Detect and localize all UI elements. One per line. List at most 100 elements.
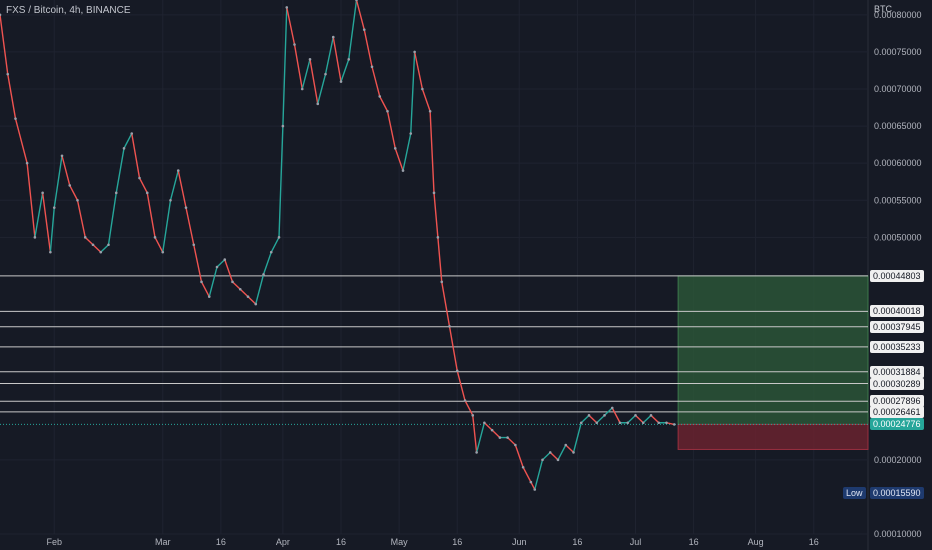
price-segment [588,414,598,424]
price-segment [363,28,373,68]
price-point [262,273,265,276]
level-price-tag: 0.00040018 [870,305,924,318]
price-point [672,423,676,426]
price-segment [650,414,660,424]
price-point [254,302,258,306]
price-segment [429,110,435,194]
price-point [506,436,509,439]
price-segment [239,288,249,298]
price-segment [317,73,327,105]
x-tick-label: Jun [512,537,527,547]
price-segment [309,58,319,105]
y-tick-label: 0.00070000 [874,84,922,94]
price-point [579,421,583,425]
chart-title: FXS / Bitcoin, 4h, BINANCE [6,5,131,16]
y-tick-label: 0.00060000 [874,158,922,168]
level-price-tag: 0.00030289 [870,377,924,390]
price-point [281,124,285,128]
price-point [475,451,478,454]
price-point [293,43,296,46]
price-point [238,287,242,291]
price-segment [572,422,582,454]
price-point [514,443,517,447]
price-segment [324,36,334,75]
price-point [6,72,10,76]
price-segment [530,481,536,491]
price-segment [278,125,284,239]
position-zones [677,275,869,450]
price-segment [162,199,172,253]
price-segment [557,444,567,461]
price-segment [255,273,265,305]
price-point [246,295,250,298]
price-segment [665,422,675,426]
price-point [641,421,645,425]
price-segment [177,169,187,209]
horizontal-levels [0,275,868,425]
price-segment [49,206,55,253]
price-point [483,421,486,425]
price-segment [208,266,218,298]
price-segment [138,177,148,194]
price-point [657,421,661,425]
x-tick-label: 16 [336,537,346,547]
price-point [556,458,560,462]
price-segment [123,132,133,150]
y-tick-label: 0.00055000 [874,195,922,205]
level-price-tag: 0.00031884 [870,365,924,378]
price-point [60,154,64,158]
plot-background [0,0,868,534]
price-point [339,80,343,83]
price-segment [448,325,458,372]
price-segment [565,444,575,454]
loss-zone [677,423,869,450]
price-point [49,250,52,254]
price-axis-unit: BTC [874,4,892,14]
price-segment [262,251,272,276]
price-point [521,465,525,469]
price-segment [286,6,296,46]
price-segment [169,169,179,201]
price-point [393,147,397,150]
price-point [122,147,126,150]
price-segment [270,236,280,253]
price-point [91,243,95,247]
level-price-tag: 0.00026461 [870,405,924,418]
price-point [455,369,459,373]
price-segment [69,184,79,201]
price-point [331,35,335,39]
price-point [285,6,289,9]
y-tick-label: 0.00020000 [874,455,922,465]
price-segment [84,236,94,246]
x-tick-label: Aug [748,537,764,547]
price-point [649,414,653,417]
price-point [401,169,405,172]
price-point [587,414,591,417]
price-segment [76,199,86,239]
price-segment [146,192,156,239]
price-segment [402,132,412,172]
price-point [529,480,533,484]
price-point [541,458,544,462]
price-segment [154,236,164,253]
price-point [428,109,432,113]
price-point [355,0,358,2]
price-segment [386,110,396,150]
x-tick-label: Feb [46,537,62,547]
price-segment [7,73,17,120]
price-segment [340,58,350,83]
price-point [498,436,502,439]
price-segment [464,399,474,417]
price-point [192,243,196,247]
price-point [463,399,467,402]
price-point [269,250,273,254]
price-segment [603,407,613,417]
price-point [41,191,44,195]
price-point [107,243,110,247]
level-price-tag: 0.00044803 [870,269,924,282]
price-point [207,295,211,298]
price-segment [282,6,288,127]
price-segment [580,414,590,424]
price-point [324,72,327,76]
